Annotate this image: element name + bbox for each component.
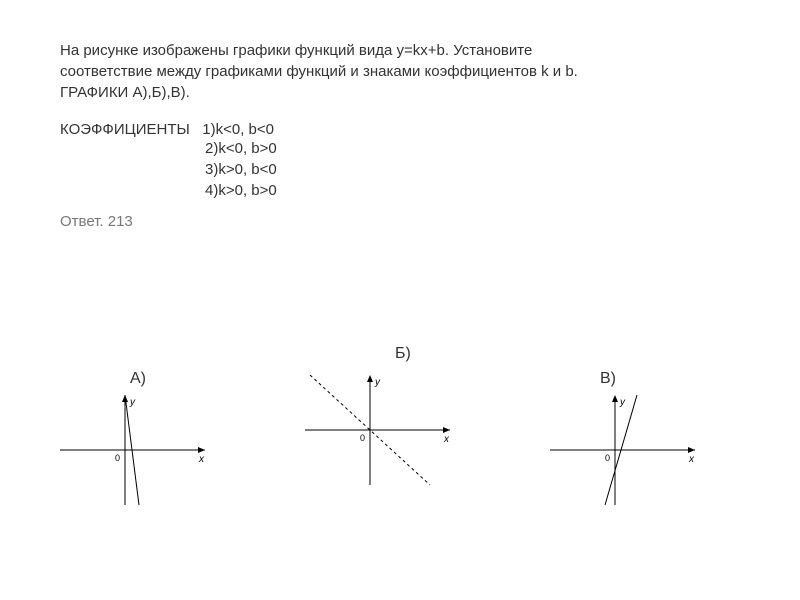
svg-text:y: y [129, 397, 136, 408]
chart-a: x y 0 [55, 395, 235, 515]
answer-value: 213 [108, 213, 133, 230]
task-line1: На рисунке изображены графики функций ви… [60, 40, 740, 61]
svg-text:0: 0 [605, 453, 610, 463]
task-text: На рисунке изображены графики функций ви… [60, 40, 740, 103]
content: На рисунке изображены графики функций ви… [0, 0, 800, 230]
task-line2: соответствие между графиками функций и з… [60, 61, 740, 82]
svg-text:0: 0 [360, 433, 365, 443]
label-b: Б) [395, 345, 411, 363]
chart-v: x y 0 [545, 395, 725, 515]
svg-text:y: y [374, 377, 381, 388]
answer: Ответ. 213 [60, 213, 740, 230]
coef-3: 3)k>0, b<0 [205, 159, 740, 180]
coef-title: КОЭФФИЦИЕНТЫ [60, 121, 190, 138]
task-line3: ГРАФИКИ А),Б),В). [60, 82, 740, 103]
coef-1: 1)k<0, b<0 [202, 121, 274, 138]
answer-label: Ответ. [60, 213, 104, 230]
coef-4: 4)k>0, b>0 [205, 180, 740, 201]
svg-text:x: x [198, 454, 205, 465]
svg-text:0: 0 [115, 453, 120, 463]
chart-b: x y 0 [300, 375, 480, 495]
charts-area: А) Б) В) x y 0 x y 0 x y 0 [0, 330, 800, 590]
svg-text:x: x [688, 454, 695, 465]
coef-2: 2)k<0, b>0 [205, 138, 740, 159]
svg-text:y: y [619, 397, 626, 408]
svg-text:x: x [443, 434, 450, 445]
label-v: В) [600, 370, 616, 388]
coefficients: КОЭФФИЦИЕНТЫ 1)k<0, b<0 2)k<0, b>0 3)k>0… [60, 121, 740, 201]
label-a: А) [130, 370, 146, 388]
